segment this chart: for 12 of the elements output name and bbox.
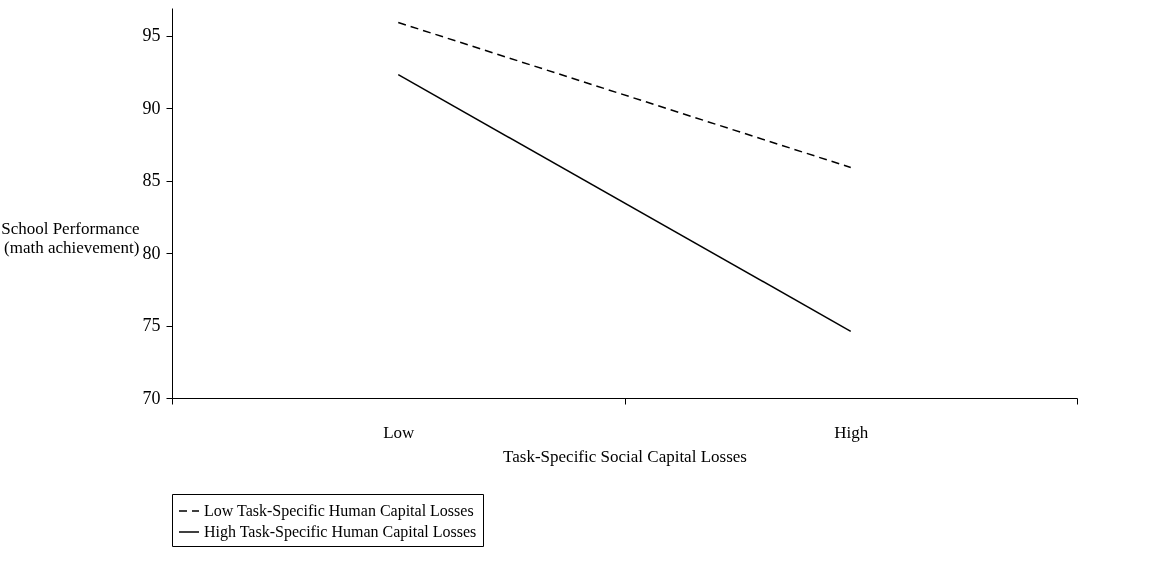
y-tick-label: 95: [142, 25, 161, 46]
y-tick-label: 85: [142, 170, 161, 191]
y-tick-label: 90: [142, 97, 161, 118]
y-tick-label: 80: [142, 242, 161, 263]
x-tick-label: High: [834, 422, 869, 442]
legend-label: High Task-Specific Human Capital Losses: [204, 523, 477, 541]
y-axis-title: School Performance (math achievement): [1, 218, 140, 257]
legend-label: Low Task-Specific Human Capital Losses: [204, 502, 474, 520]
y-tick-label: 70: [142, 387, 161, 408]
x-tick-label: Low: [383, 422, 416, 442]
y-tick-label: 75: [142, 315, 161, 336]
x-axis-title: Task-Specific Social Capital Losses: [503, 446, 747, 466]
